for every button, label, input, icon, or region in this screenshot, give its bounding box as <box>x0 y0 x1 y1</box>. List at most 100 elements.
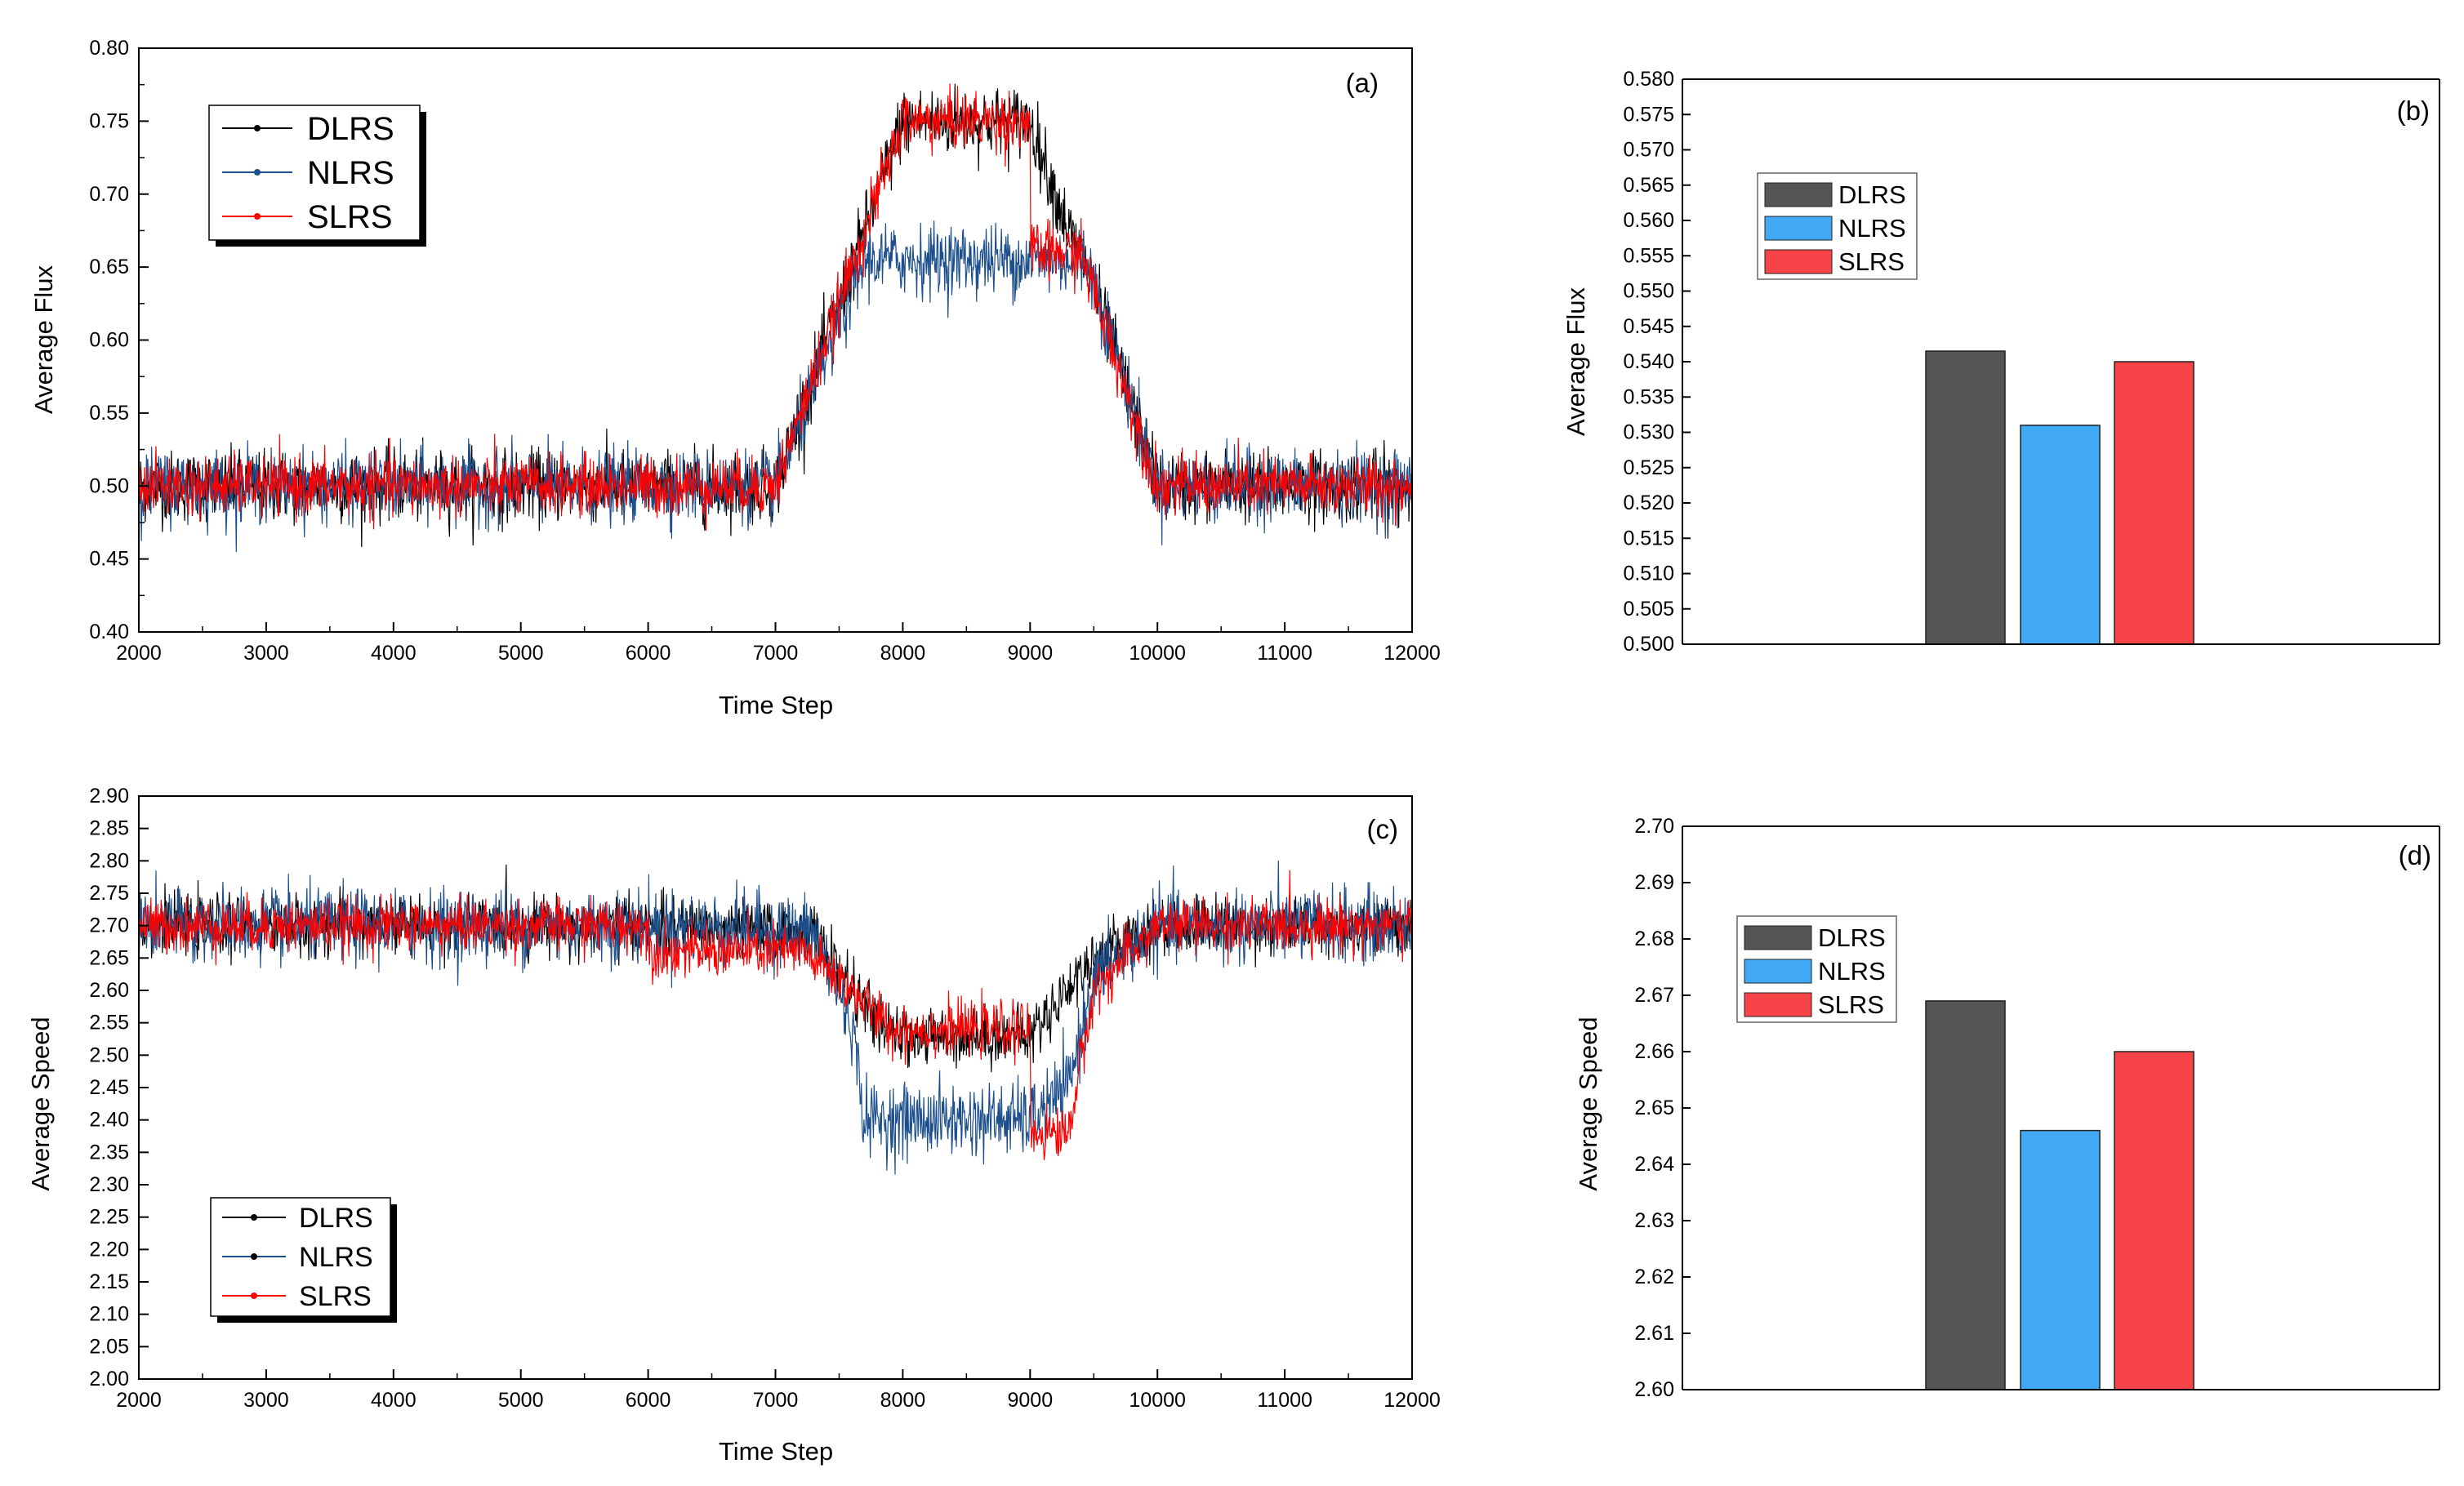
legend-item-nlrs: NLRS <box>1744 957 1886 985</box>
y-tick-label: 2.50 <box>89 1043 129 1066</box>
x-tick-label: 6000 <box>626 1389 671 1412</box>
legend-label-slrs: SLRS <box>307 199 393 235</box>
y-tick-label: 2.66 <box>1634 1040 1674 1063</box>
y-tick-label: 0.530 <box>1623 421 1674 444</box>
y-tick-label: 2.35 <box>89 1141 129 1163</box>
x-tick-label: 10000 <box>1129 1389 1186 1412</box>
legend-label-dlrs: DLRS <box>299 1203 373 1234</box>
y-tick-label: 2.45 <box>89 1076 129 1099</box>
y-tick-label: 2.60 <box>89 979 129 1002</box>
y-tick-label: 2.64 <box>1634 1153 1674 1176</box>
x-tick-label: 7000 <box>753 642 799 665</box>
y-tick-label: 0.40 <box>89 621 129 643</box>
panel-d-y-ticks: 2.60 2.61 2.62 2.63 2.64 2.65 2.66 2.67 2.68 2.69… <box>1634 815 1691 1401</box>
bar-nlrs <box>2020 1129 2101 1390</box>
y-tick-label: 2.65 <box>89 946 129 969</box>
x-tick-label: 4000 <box>371 1389 417 1412</box>
y-tick-label: 2.25 <box>89 1206 129 1229</box>
legend-item-slrs: SLRS <box>1744 990 1884 1019</box>
panel-b: 0.500 0.505 0.510 0.515 0.520 0.525 0.530 0.535… <box>1562 68 2440 656</box>
y-tick-label: 2.40 <box>89 1109 129 1132</box>
series-line-nlrs <box>139 861 1412 1175</box>
x-tick-label: 2000 <box>116 642 162 665</box>
y-tick-label: 0.535 <box>1623 385 1674 408</box>
y-tick-label: 2.70 <box>89 914 129 937</box>
y-tick-label: 0.570 <box>1623 139 1674 162</box>
y-tick-label: 0.575 <box>1623 103 1674 126</box>
panel-b-ylabel: Average Flux <box>1562 287 1590 436</box>
panel-c-label: (c) <box>1367 814 1398 844</box>
legend-label-dlrs: DLRS <box>1838 180 1906 209</box>
y-tick-label: 0.545 <box>1623 315 1674 338</box>
y-tick-label: 2.60 <box>1634 1378 1674 1401</box>
y-tick-label: 2.05 <box>89 1335 129 1358</box>
panel-c-ylabel: Average Speed <box>26 1017 55 1190</box>
panel-a-ylabel: Average Flux <box>29 265 58 414</box>
y-tick-label: 0.75 <box>89 109 129 132</box>
y-tick-label: 2.85 <box>89 817 129 840</box>
panel-a: 2000 3000 4000 5000 6000 7000 8000 9000 10000 110… <box>29 37 1441 719</box>
y-tick-label: 0.70 <box>89 183 129 206</box>
x-tick-label: 4000 <box>371 642 417 665</box>
legend-item-dlrs: DLRS <box>222 1203 373 1234</box>
y-tick-label: 2.00 <box>89 1368 129 1390</box>
panel-d-ylabel: Average Speed <box>1574 1017 1602 1190</box>
panel-d-bars <box>1925 1000 2194 1390</box>
legend-label-nlrs: NLRS <box>307 155 394 191</box>
x-tick-label: 9000 <box>1007 1389 1053 1412</box>
y-tick-label: 2.68 <box>1634 928 1674 950</box>
y-tick-label: 0.45 <box>89 548 129 571</box>
panel-d: 2.60 2.61 2.62 2.63 2.64 2.65 2.66 2.67 2.68 2.69… <box>1574 815 2440 1401</box>
panel-b-y-ticks: 0.500 0.505 0.510 0.515 0.520 0.525 0.530 0.535… <box>1623 68 1691 656</box>
x-tick-label: 8000 <box>880 1389 926 1412</box>
legend-item-slrs: SLRS <box>222 199 393 235</box>
y-tick-label: 0.525 <box>1623 456 1674 479</box>
x-tick-label: 3000 <box>243 1389 289 1412</box>
x-tick-label: 2000 <box>116 1389 162 1412</box>
y-tick-label: 2.10 <box>89 1303 129 1326</box>
legend-label-slrs: SLRS <box>1838 247 1905 276</box>
y-tick-label: 2.69 <box>1634 871 1674 894</box>
legend-item-slrs: SLRS <box>222 1281 372 1312</box>
y-tick-label: 2.55 <box>89 1012 129 1034</box>
y-tick-label: 2.70 <box>1634 815 1674 838</box>
bar-slrs <box>2114 361 2194 645</box>
y-tick-label: 2.61 <box>1634 1322 1674 1345</box>
y-tick-label: 2.62 <box>1634 1266 1674 1288</box>
panel-b-label: (b) <box>2397 96 2430 126</box>
y-tick-label: 2.90 <box>89 785 129 808</box>
y-tick-label: 0.555 <box>1623 244 1674 267</box>
series-line-dlrs <box>139 864 1412 1073</box>
legend-label-nlrs: NLRS <box>1838 214 1906 242</box>
panel-c-legend: DLRS NLRS SLRS <box>210 1197 397 1323</box>
y-tick-label: 0.500 <box>1623 633 1674 656</box>
y-tick-label: 2.20 <box>89 1238 129 1261</box>
legend-item-nlrs: NLRS <box>1764 214 1906 242</box>
y-tick-label: 0.55 <box>89 402 129 425</box>
y-tick-label: 2.30 <box>89 1173 129 1196</box>
y-tick-label: 0.520 <box>1623 492 1674 514</box>
y-tick-label: 2.65 <box>1634 1097 1674 1119</box>
legend-label-nlrs: NLRS <box>1818 957 1886 985</box>
legend-label-slrs: SLRS <box>299 1281 372 1312</box>
panel-a-x-ticks: 2000 3000 4000 5000 6000 7000 8000 9000 10000 110… <box>116 622 1441 665</box>
panel-b-bars <box>1925 350 2194 645</box>
x-tick-label: 12000 <box>1383 642 1441 665</box>
y-tick-label: 0.550 <box>1623 280 1674 303</box>
x-tick-label: 6000 <box>626 642 671 665</box>
y-tick-label: 0.50 <box>89 474 129 497</box>
x-tick-label: 11000 <box>1257 642 1312 665</box>
x-tick-label: 3000 <box>243 642 289 665</box>
legend-item-dlrs: DLRS <box>1764 180 1906 209</box>
x-tick-label: 5000 <box>498 642 544 665</box>
y-tick-label: 0.540 <box>1623 350 1674 373</box>
x-tick-label: 8000 <box>880 642 926 665</box>
legend-item-nlrs: NLRS <box>222 1242 373 1273</box>
panel-a-y-ticks: 0.40 0.45 0.50 0.55 0.60 0.65 0.70 0.75 0.80 <box>89 37 149 643</box>
legend-label-dlrs: DLRS <box>1818 923 1886 952</box>
panel-d-legend: DLRS NLRS SLRS <box>1736 915 1897 1023</box>
y-tick-label: 2.15 <box>89 1270 129 1293</box>
y-tick-label: 0.65 <box>89 256 129 278</box>
y-tick-label: 2.67 <box>1634 984 1674 1007</box>
